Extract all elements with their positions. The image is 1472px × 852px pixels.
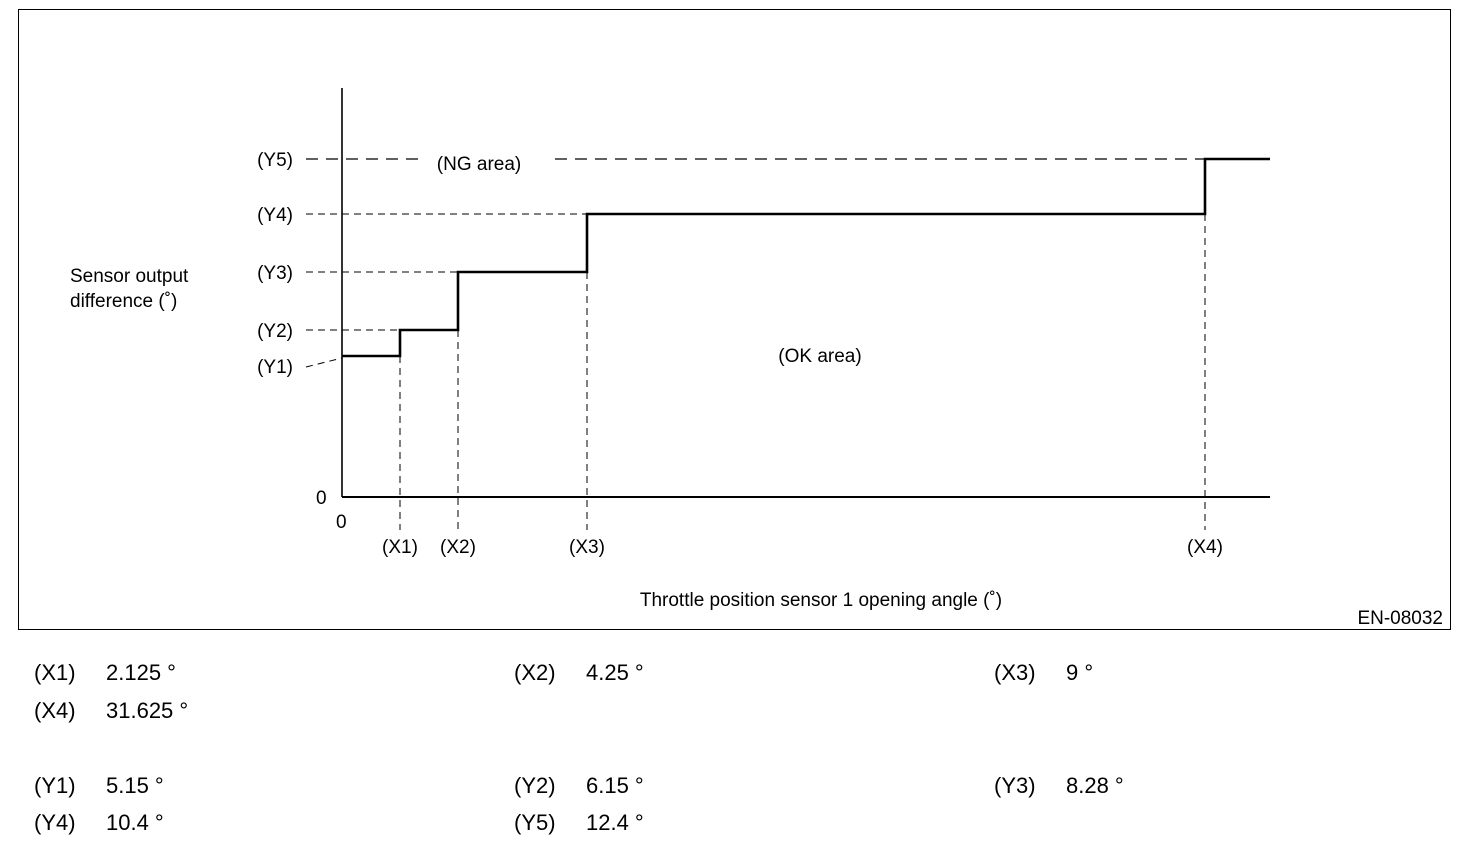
y-tick-label: (Y5)	[257, 150, 293, 171]
legend-key: (Y4)	[34, 810, 76, 835]
legend-value: 2.125 °	[106, 660, 176, 685]
series	[342, 157, 1270, 358]
origin-x-label: 0	[336, 512, 347, 533]
origin-y-label: 0	[316, 488, 327, 509]
ng-area-label: (NG area)	[437, 154, 521, 175]
legend-key: (X2)	[514, 660, 556, 685]
legend-item: (Y1) 5.15 °	[34, 773, 164, 799]
y-tick-label: (Y4)	[257, 205, 293, 226]
legend-value: 6.15 °	[586, 773, 644, 798]
legend-key: (X1)	[34, 660, 76, 685]
y-guide-line	[305, 357, 343, 368]
legend-item: (Y5) 12.4 °	[514, 810, 644, 836]
y-tick-label: (Y1)	[257, 357, 293, 378]
y-tick-label: (Y2)	[257, 321, 293, 342]
legend-value: 12.4 °	[586, 810, 644, 835]
legend-key: (Y2)	[514, 773, 556, 798]
axes	[341, 88, 1270, 498]
y-axis-label-line-1: Sensor output	[70, 266, 189, 287]
legend-item: (X3) 9 °	[994, 660, 1093, 686]
chart-frame	[18, 9, 1451, 630]
legend-item: (Y3) 8.28 °	[994, 773, 1124, 799]
legend-value: 5.15 °	[106, 773, 164, 798]
x-axis-label: Throttle position sensor 1 opening angle…	[640, 590, 1002, 611]
legend-key: (Y5)	[514, 810, 556, 835]
x-tick-label: (X2)	[440, 537, 476, 558]
legend-item: (Y2) 6.15 °	[514, 773, 644, 799]
y-axis-label-line-2: difference (˚)	[70, 291, 177, 312]
legend-value: 31.625 °	[106, 698, 189, 723]
step-chart: (Y1) (Y2) (Y3) (Y4) (Y5) (X1) (X2) (X3) (X4) Sen…	[70, 88, 1443, 629]
y-tick-label: (Y3)	[257, 263, 293, 284]
legend-item: (Y4) 10.4 °	[34, 810, 164, 836]
legend-value: 8.28 °	[1066, 773, 1124, 798]
legend-value: 10.4 °	[106, 810, 164, 835]
legend-key: (Y3)	[994, 773, 1036, 798]
step-line	[342, 157, 1270, 358]
figure-code: EN-08032	[1357, 608, 1443, 629]
legend-key: (X4)	[34, 698, 76, 723]
labels: Sensor output difference (˚) Throttle po…	[70, 154, 1443, 629]
x-tick-label: (X4)	[1187, 537, 1223, 558]
x-tick-label: (X1)	[382, 537, 418, 558]
legend-value: 9 °	[1066, 660, 1094, 685]
legend-key: (Y1)	[34, 773, 76, 798]
legend-value: 4.25 °	[586, 660, 644, 685]
guide-lines: (Y1) (Y2) (Y3) (Y4) (Y5) (X1) (X2) (X3) (X4)	[257, 150, 1223, 558]
legend-item: (X1) 2.125 °	[34, 660, 176, 686]
legend-item: (X4) 31.625 °	[34, 698, 188, 724]
legend-key: (X3)	[994, 660, 1036, 685]
ok-area-label: (OK area)	[778, 346, 861, 367]
x-tick-label: (X3)	[569, 537, 605, 558]
legend-item: (X2) 4.25 °	[514, 660, 644, 686]
